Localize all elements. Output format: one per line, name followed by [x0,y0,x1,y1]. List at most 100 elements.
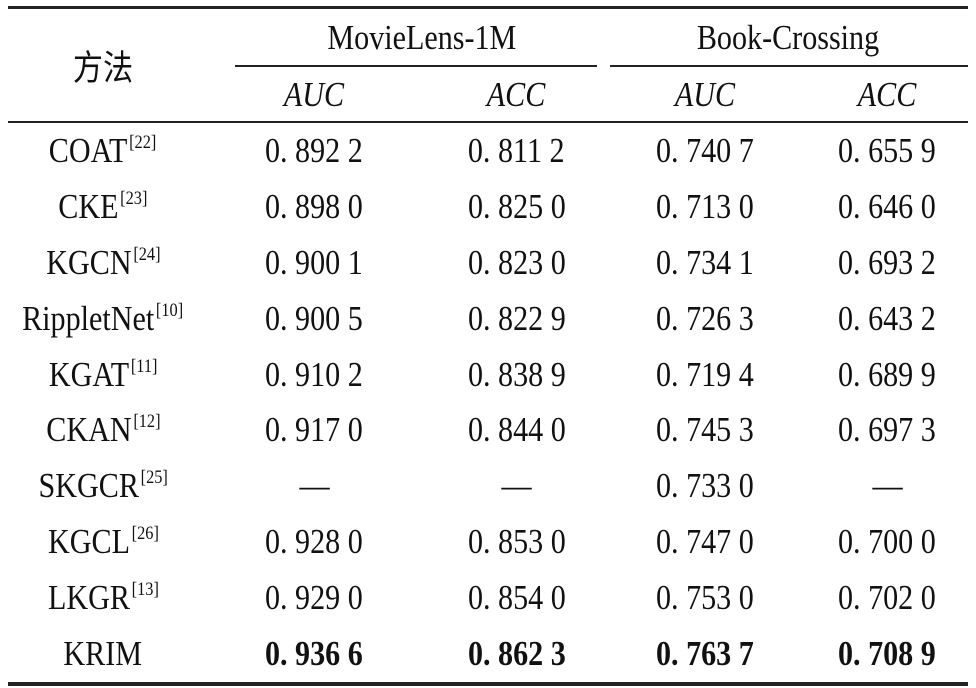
metric-label: AUC [283,74,345,114]
method-name: KRIM [63,634,143,674]
method-name: KGCN [45,242,132,282]
citation-ref: [23] [120,187,148,209]
value: 0. 838 9 [467,354,566,394]
method-name: RippletNet [22,298,155,338]
value: 0. 910 2 [265,354,363,394]
value: — [298,466,330,506]
value-cell: 0. 726 3 [611,291,798,347]
bookcrossing-group-rule [610,65,968,67]
value: 0. 825 0 [467,186,566,226]
value: — [871,466,903,506]
value-cell: — [798,458,976,514]
metric-header: AUC [206,67,422,122]
value: 0. 655 9 [838,130,936,170]
citation-ref: [11] [130,355,158,377]
method-cell: KGCN[24] [0,235,206,291]
value: 0. 844 0 [467,410,566,450]
value-cell: 0. 822 9 [422,291,611,347]
value: 0. 740 7 [655,130,754,170]
value: 0. 689 9 [838,354,936,394]
method-cell: RippletNet[10] [0,291,206,347]
method-header: 方法 [0,9,206,122]
value-cell: 0. 734 1 [611,235,798,291]
value-cell: 0. 693 2 [798,235,976,291]
method-cell: CKE[23] [0,179,206,235]
method-header-text: 方法 [72,49,134,88]
citation-ref: [26] [131,523,159,545]
value: 0. 745 3 [655,410,754,450]
value: 0. 917 0 [265,410,363,450]
method-cell: LKGR[13] [0,570,206,626]
citation-ref: [10] [156,299,184,321]
value-cell: 0. 747 0 [611,514,798,570]
value: 0. 822 9 [467,298,566,338]
value-cell: 0. 811 2 [422,123,611,179]
method-name: LKGR [47,578,130,618]
citation-ref: [13] [131,579,159,601]
value: 0. 693 2 [838,242,936,282]
citation-ref: [12] [132,411,161,433]
bottom-rule [8,682,968,686]
method-cell: COAT[22] [0,123,206,179]
value-cell: 0. 862 3 [422,626,611,682]
method-cell: CKAN[12] [0,403,206,459]
method-name: CKE [58,186,119,226]
value-cell: 0. 753 0 [611,570,798,626]
group-header-0: MovieLens-1M [222,9,622,67]
value: 0. 733 0 [655,466,754,506]
value-cell: 0. 702 0 [798,570,976,626]
metric-label: AUC [674,74,735,114]
value: 0. 811 2 [468,130,565,170]
citation-ref: [25] [140,467,168,489]
value-cell: 0. 898 0 [206,179,422,235]
metric-header: AUC [611,67,798,122]
method-cell: SKGCR[25] [0,458,206,514]
value: 0. 713 0 [655,186,754,226]
value-cell: 0. 892 2 [206,123,422,179]
value-cell: 0. 643 2 [798,291,976,347]
value-cell: 0. 823 0 [422,235,611,291]
value-cell: 0. 689 9 [798,347,976,403]
citation-ref: [24] [132,243,161,265]
value-cell: 0. 697 3 [798,403,976,459]
value-cell: — [422,458,611,514]
value-cell: 0. 733 0 [611,458,798,514]
value-cell: 0. 719 4 [611,347,798,403]
value: 0. 697 3 [838,410,936,450]
value: 0. 753 0 [655,578,754,618]
method-cell: KGCL[26] [0,514,206,570]
method-name: CKAN [45,410,132,450]
value: 0. 853 0 [467,522,566,562]
value-cell: 0. 853 0 [422,514,611,570]
value: 0. 854 0 [467,578,566,618]
value: 0. 928 0 [265,522,363,562]
top-rule [8,6,968,9]
value: 0. 763 7 [655,634,754,674]
value-cell: 0. 844 0 [422,403,611,459]
value: — [501,466,532,506]
metric-header: ACC [798,67,976,122]
citation-ref: [22] [129,131,157,153]
value-cell: 0. 928 0 [206,514,422,570]
method-name: KGAT [48,354,129,394]
value: 0. 726 3 [655,298,754,338]
value: 0. 929 0 [265,578,363,618]
value: 0. 898 0 [265,186,363,226]
value-cell: 0. 936 6 [206,626,422,682]
metric-header: ACC [422,67,611,122]
value: 0. 708 9 [838,634,936,674]
value: 0. 734 1 [655,242,754,282]
value: 0. 892 2 [265,130,363,170]
method-cell: KRIM [0,626,206,682]
value-cell: 0. 745 3 [611,403,798,459]
value-cell: 0. 929 0 [206,570,422,626]
movielens-group-rule [235,65,597,67]
group-header-1: Book-Crossing [600,9,976,67]
value-cell: — [206,458,422,514]
value-cell: 0. 917 0 [206,403,422,459]
method-name: KGCL [47,522,130,562]
value-cell: 0. 854 0 [422,570,611,626]
method-name: SKGCR [38,466,139,506]
value: 0. 700 0 [838,522,936,562]
value-cell: 0. 740 7 [611,123,798,179]
